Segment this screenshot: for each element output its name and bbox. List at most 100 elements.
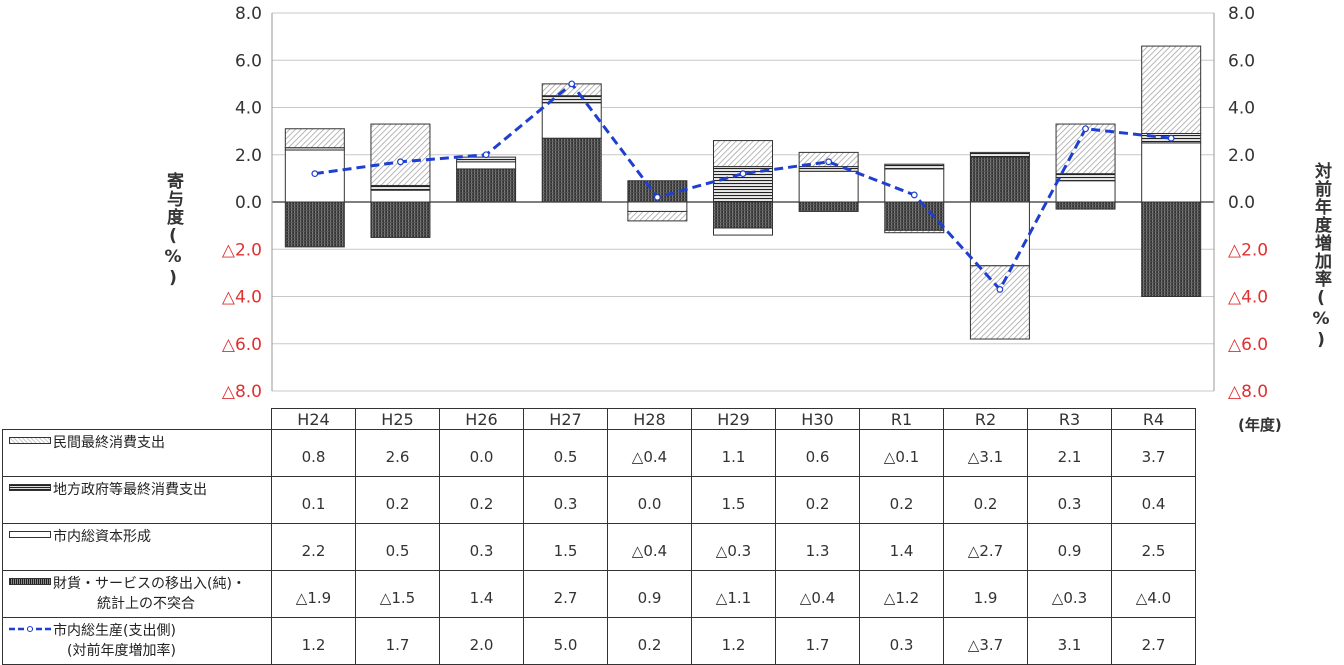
table-cell: 0.2 — [943, 476, 1028, 524]
table-cell: 1.7 — [775, 617, 860, 665]
table-cell: 0.3 — [439, 523, 524, 571]
legend-swatch-line — [9, 625, 51, 632]
line-point-R2 — [996, 286, 1004, 293]
line-point-R1 — [910, 191, 918, 199]
bar-dense-H29 — [713, 201, 773, 229]
table-cell: 0.3 — [523, 476, 608, 524]
bar-horizontal-R2 — [969, 151, 1030, 158]
legend-swatch-white — [9, 531, 51, 538]
table-row: 財貨・サービスの移出入(純)・ 統計上の不突合 △1.9 △1.5 1.4 2.7 0.9 △… — [2, 570, 1196, 618]
table-cell: 2.1 — [1027, 429, 1112, 477]
table-cell: 0.4 — [1111, 476, 1196, 524]
table-cell: △0.1 — [859, 429, 944, 477]
legend-label-line2: (対前年度増加率) — [67, 643, 176, 659]
legend-label: 市内総生産(支出側) — [53, 623, 176, 639]
y-tick-label-left: △8.0 — [222, 382, 262, 402]
table-row: 市内総生産(支出側) (対前年度増加率) 1.2 1.7 2.0 5.0 0.2 1.2 1.7… — [2, 617, 1196, 665]
legend-label: 市内総資本形成 — [53, 529, 151, 545]
bar-dense-H24 — [284, 201, 345, 248]
legend-entry: 市内総資本形成 — [2, 523, 272, 571]
bar-dense-H26 — [456, 168, 517, 203]
bar-dense-R2 — [969, 156, 1030, 203]
table-cell: 2.0 — [439, 617, 524, 665]
y-axis-left-label: 寄与度(%) — [163, 172, 183, 289]
table-cell: 1.1 — [691, 429, 776, 477]
table-cell: 0.5 — [523, 429, 608, 477]
legend-entry: 財貨・サービスの移出入(純)・ 統計上の不突合 — [2, 570, 272, 618]
line-series-gdp — [314, 81, 1172, 292]
table-cell: 1.2 — [271, 617, 356, 665]
table-cell: 0.0 — [439, 429, 524, 477]
y-tick-label-right: 4.0 — [1228, 99, 1255, 119]
bar-horizontal-R3 — [1055, 173, 1116, 182]
x-tick-label: H25 — [355, 408, 440, 430]
table-row: 地方政府等最終消費支出 0.1 0.2 0.2 0.3 0.0 1.5 0.2 0.2 0.2 0.… — [2, 476, 1196, 524]
table-cell: 2.6 — [355, 429, 440, 477]
table-cell: △0.4 — [775, 570, 860, 618]
table-cell: 3.7 — [1111, 429, 1196, 477]
table-cell: 5.0 — [523, 617, 608, 665]
legend-swatch-dense — [9, 578, 51, 585]
table-cell: 1.5 — [691, 476, 776, 524]
line-point-H28 — [653, 193, 661, 201]
line-point-H24 — [311, 170, 319, 178]
y-tick-label-left: 6.0 — [235, 51, 262, 71]
table-cell: 0.3 — [1027, 476, 1112, 524]
bar-white-R3 — [1055, 180, 1116, 203]
y-tick-label-right: △8.0 — [1228, 382, 1268, 402]
x-tick-label: H26 — [439, 408, 524, 430]
bar-hatch-H29 — [713, 140, 773, 168]
table-cell: 2.5 — [1111, 523, 1196, 571]
y-tick-label-right: 8.0 — [1228, 4, 1255, 24]
x-tick-label: R4 — [1111, 408, 1196, 430]
table-cell: 0.6 — [775, 429, 860, 477]
table-row: 市内総資本形成 2.2 0.5 0.3 1.5 △0.4 △0.3 1.3 1.4 △2.7 0.9… — [2, 523, 1196, 571]
bar-hatch-R2 — [969, 265, 1030, 340]
table-cell: △1.9 — [271, 570, 356, 618]
x-tick-label: R1 — [859, 408, 944, 430]
table-cell: 1.9 — [943, 570, 1028, 618]
y-tick-label-right: 6.0 — [1228, 51, 1255, 71]
table-cell: 0.2 — [775, 476, 860, 524]
table-cell: 0.2 — [607, 617, 692, 665]
y-tick-label-right: 2.0 — [1228, 146, 1255, 166]
x-tick-label: H27 — [523, 408, 608, 430]
table-cell: 1.2 — [691, 617, 776, 665]
x-tick-label: R2 — [943, 408, 1028, 430]
table-cell: 1.5 — [523, 523, 608, 571]
table-cell: 0.9 — [607, 570, 692, 618]
bar-hatch-H25 — [370, 123, 431, 186]
legend-label-line2: 統計上の不突合 — [97, 596, 195, 612]
line-point-H27 — [568, 80, 576, 88]
bar-horizontal-H25 — [370, 184, 431, 191]
table-cell: △1.2 — [859, 570, 944, 618]
bar-dense-H25 — [370, 201, 431, 238]
legend-entry: 地方政府等最終消費支出 — [2, 476, 272, 524]
y-tick-label-left: △2.0 — [222, 240, 262, 260]
x-tick-label: H28 — [607, 408, 692, 430]
y-axis-right-label: 対前年度増加率(%) — [1311, 162, 1331, 351]
data-table: H24 H25 H26 H27 H28 H29 H30 R1 R2 R3 R4 民間最終消費支出 0.8… — [2, 408, 1196, 665]
bar-horizontal-R1 — [884, 163, 945, 170]
table-cell: △1.1 — [691, 570, 776, 618]
y-tick-label-left: △4.0 — [222, 288, 262, 308]
x-tick-label: R3 — [1027, 408, 1112, 430]
y-tick-label-right: △6.0 — [1228, 335, 1268, 355]
line-point-H26 — [482, 151, 490, 159]
table-cell: △0.4 — [607, 523, 692, 571]
table-cell: 0.2 — [439, 476, 524, 524]
x-axis-unit: (年度) — [1238, 416, 1282, 434]
bar-white-H26 — [456, 161, 517, 170]
chart: 8.0 8.0 6.0 6.0 4.0 4.0 2.0 2.0 0.0 0.0 △2.0 △2.0 △4… — [222, 4, 1268, 402]
x-tick-label: H30 — [775, 408, 860, 430]
table-cell: 0.2 — [355, 476, 440, 524]
table-cell: △3.7 — [943, 617, 1028, 665]
table-cell: △0.4 — [607, 429, 692, 477]
bar-hatch-R4 — [1141, 45, 1202, 134]
bar-white-H28 — [627, 201, 688, 212]
bar-hatch-H28 — [627, 210, 688, 222]
legend-entry: 民間最終消費支出 — [2, 429, 272, 477]
table-cell: 0.3 — [859, 617, 944, 665]
bar-white-R4 — [1141, 142, 1202, 203]
bar-dense-R4 — [1141, 201, 1202, 297]
